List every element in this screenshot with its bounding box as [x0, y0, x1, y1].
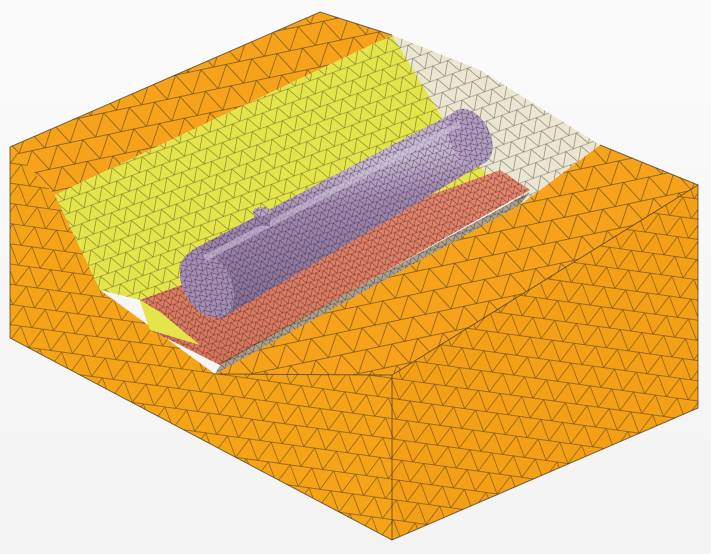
slope-right[interactable] [392, 35, 600, 205]
pipe[interactable] [169, 101, 502, 327]
soil-block[interactable] [10, 12, 698, 540]
block-outline [9, 11, 700, 541]
pipe-nozzle[interactable] [253, 207, 271, 226]
trench-bed[interactable] [140, 170, 530, 374]
slope-left[interactable] [55, 35, 500, 330]
